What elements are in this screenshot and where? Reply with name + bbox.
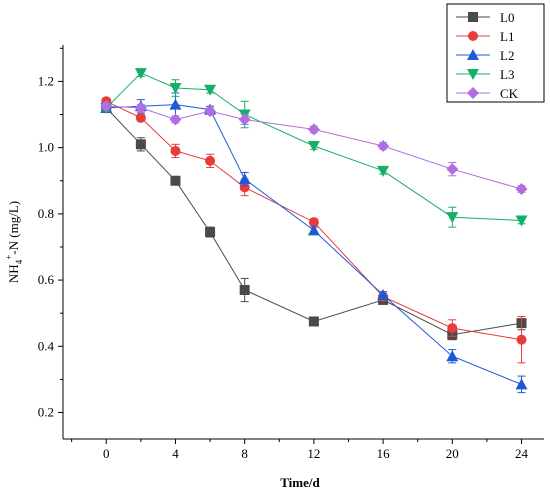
data-point-l1 [516, 334, 527, 345]
series-ck [100, 100, 528, 196]
data-point-l1 [170, 145, 181, 156]
y-tick-label: 1.0 [38, 140, 54, 155]
legend-marker-l2 [467, 49, 479, 60]
x-tick-label: 20 [446, 446, 459, 461]
data-point-l0 [205, 227, 216, 238]
data-point-ck [377, 139, 390, 152]
data-point-l1 [447, 323, 458, 334]
x-tick-label: 4 [172, 446, 179, 461]
y-tick-label: 0.4 [38, 338, 55, 353]
x-axis-ticks: 0 4 8 12 16 20 24 [71, 439, 529, 461]
data-point-l2 [169, 98, 182, 110]
data-point-l1 [205, 155, 216, 166]
y-tick-label: 0.6 [38, 272, 55, 287]
data-point-l2 [446, 350, 459, 362]
series-layer [100, 68, 528, 394]
legend-marker-ck [467, 87, 479, 99]
data-point-l3 [204, 84, 217, 96]
y-axis-title: NH4+-N (mg/L) [4, 201, 24, 283]
plot-area [62, 45, 544, 440]
series-l1 [101, 96, 527, 364]
data-point-l0 [135, 139, 146, 150]
data-point-l3 [307, 140, 320, 152]
x-tick-label: 16 [377, 446, 391, 461]
x-tick-label: 12 [307, 446, 320, 461]
data-point-l0 [308, 316, 319, 327]
data-point-l3 [515, 215, 528, 227]
data-point-l2 [377, 288, 390, 300]
data-point-l3 [169, 83, 182, 95]
legend-marker-l1 [468, 31, 478, 41]
legend-item-ck: CK [456, 86, 519, 101]
y-tick-label: 1.2 [38, 73, 54, 88]
series-l2 [100, 92, 528, 394]
x-tick-label: 24 [515, 446, 529, 461]
legend-marker-l0 [468, 12, 478, 22]
x-tick-label: 8 [241, 446, 248, 461]
data-point-l2 [238, 173, 251, 185]
data-point-l2 [515, 378, 528, 390]
data-point-ck [169, 113, 182, 126]
legend-item-l2: L2 [456, 48, 514, 63]
y-axis-ticks: 0.2 0.4 0.6 0.8 1.0 1.2 [38, 47, 63, 420]
legend-label-ck: CK [500, 86, 519, 101]
data-point-l1 [239, 182, 250, 193]
data-point-ck [204, 105, 217, 118]
data-point-l1 [135, 112, 146, 123]
legend-label-l1: L1 [500, 29, 514, 44]
legend-label-l3: L3 [500, 67, 514, 82]
data-point-l0 [239, 285, 250, 296]
data-point-ck [134, 101, 147, 114]
legend-marker-l3 [467, 69, 479, 80]
legend: L0 L1 L2 L3 CK [446, 3, 545, 103]
data-point-ck [100, 100, 113, 113]
data-point-l3 [446, 212, 459, 224]
x-tick-label: 0 [103, 446, 110, 461]
data-point-l3 [134, 68, 147, 80]
legend-box [446, 3, 545, 103]
data-point-ck [238, 113, 251, 126]
data-point-l2 [307, 224, 320, 236]
y-tick-label: 0.2 [38, 405, 54, 420]
legend-label-l0: L0 [500, 10, 514, 25]
legend-item-l1: L1 [456, 29, 514, 44]
data-point-ck [515, 183, 528, 196]
data-point-ck [446, 163, 459, 176]
data-point-ck [307, 123, 320, 136]
y-tick-label: 0.8 [38, 206, 54, 221]
legend-item-l0: L0 [456, 10, 514, 25]
data-point-l0 [170, 175, 181, 186]
legend-item-l3: L3 [456, 67, 514, 82]
legend-label-l2: L2 [500, 48, 514, 63]
data-point-l1 [308, 217, 319, 228]
data-point-l3 [377, 165, 390, 177]
x-axis-title: Time/d [280, 475, 320, 490]
